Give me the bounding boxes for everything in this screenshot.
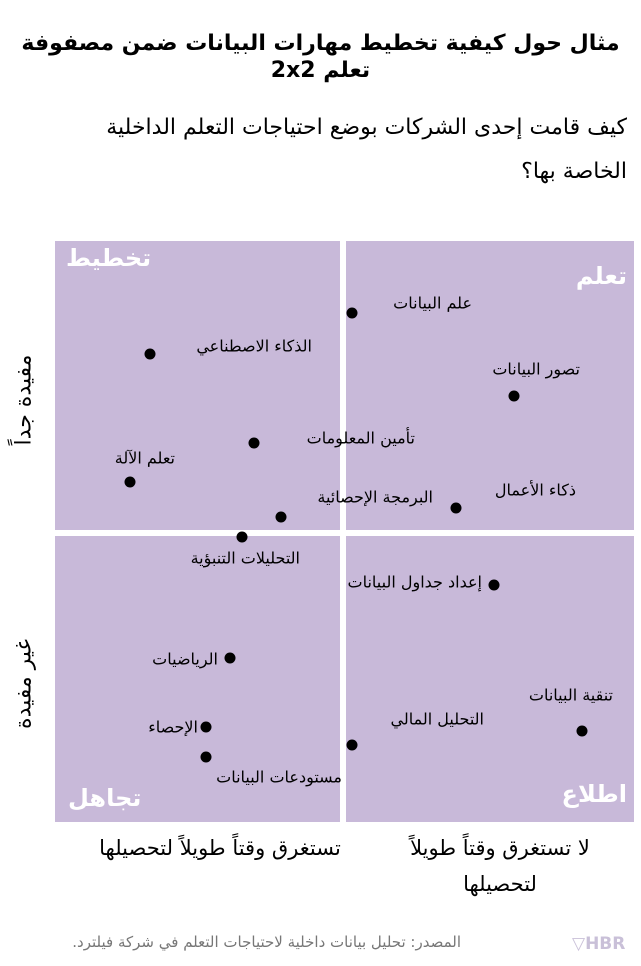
hbr-logo-text: HBR: [585, 934, 626, 954]
skill-point: [124, 476, 136, 488]
skill-label: الرياضيات: [152, 649, 218, 669]
skill-point: [144, 348, 156, 360]
skill-label: الإحصاء: [148, 717, 198, 737]
skill-label: إعداد جداول البيانات: [347, 572, 482, 592]
skill-point: [508, 390, 520, 402]
y-axis-label-top: مفيدة جداً: [11, 354, 37, 446]
skill-point: [200, 751, 212, 763]
skill-point: [236, 531, 248, 543]
skill-label: تعلم الآلة: [114, 448, 175, 468]
hbr-logo: ▽HBR: [572, 934, 626, 954]
x-axis-label-left: تستغرق وقتاً طويلاً لتحصيلها: [99, 836, 341, 860]
source-note: المصدر: تحليل بيانات داخلية لاحتياجات ال…: [72, 933, 461, 951]
skill-label: تصور البيانات: [492, 359, 580, 379]
quadrant-label-learn: تعلم: [575, 262, 627, 290]
skill-point: [488, 579, 500, 591]
x-axis-label-right: لا تستغرق وقتاً طويلاً لتحصيلها: [410, 836, 590, 896]
quadrant-bottom-left: [55, 536, 340, 822]
skill-point: [346, 739, 358, 751]
skill-point: [275, 511, 287, 523]
skill-point: [346, 307, 358, 319]
skill-label: ذكاء الأعمال: [494, 480, 576, 500]
quadrant-top-left: [55, 241, 340, 530]
chart-subtitle: كيف قامت إحدى الشركات بوضع احتياجات التع…: [106, 115, 627, 184]
skill-label: تأمين المعلومات: [306, 428, 415, 448]
skill-label: التحليلات التنبؤية: [190, 548, 300, 568]
quadrant-label-plan: تخطيط: [66, 244, 152, 272]
skill-label: علم البيانات: [393, 293, 472, 313]
y-axis-label-bottom: غير مفيدة: [11, 639, 37, 729]
skill-point: [450, 502, 462, 514]
quadrant-label-explore: اطلاع: [561, 780, 627, 808]
skill-label: البرمجة الإحصائية: [317, 487, 433, 507]
skill-point: [200, 721, 212, 733]
skill-label: التحليل المالي: [390, 709, 484, 729]
skill-label: مستودعات البيانات: [216, 767, 342, 787]
quadrant-top-right: [346, 241, 634, 530]
chart-title: مثال حول كيفية تخطيط مهارات البيانات ضمن…: [21, 31, 620, 83]
skill-point: [224, 652, 236, 664]
skill-point: [576, 725, 588, 737]
skill-label: تنقية البيانات: [528, 685, 613, 705]
quadrant-label-ignore: تجاهل: [68, 784, 142, 812]
skill-point: [248, 437, 260, 449]
skill-label: الذكاء الاصطناعي: [196, 336, 312, 356]
